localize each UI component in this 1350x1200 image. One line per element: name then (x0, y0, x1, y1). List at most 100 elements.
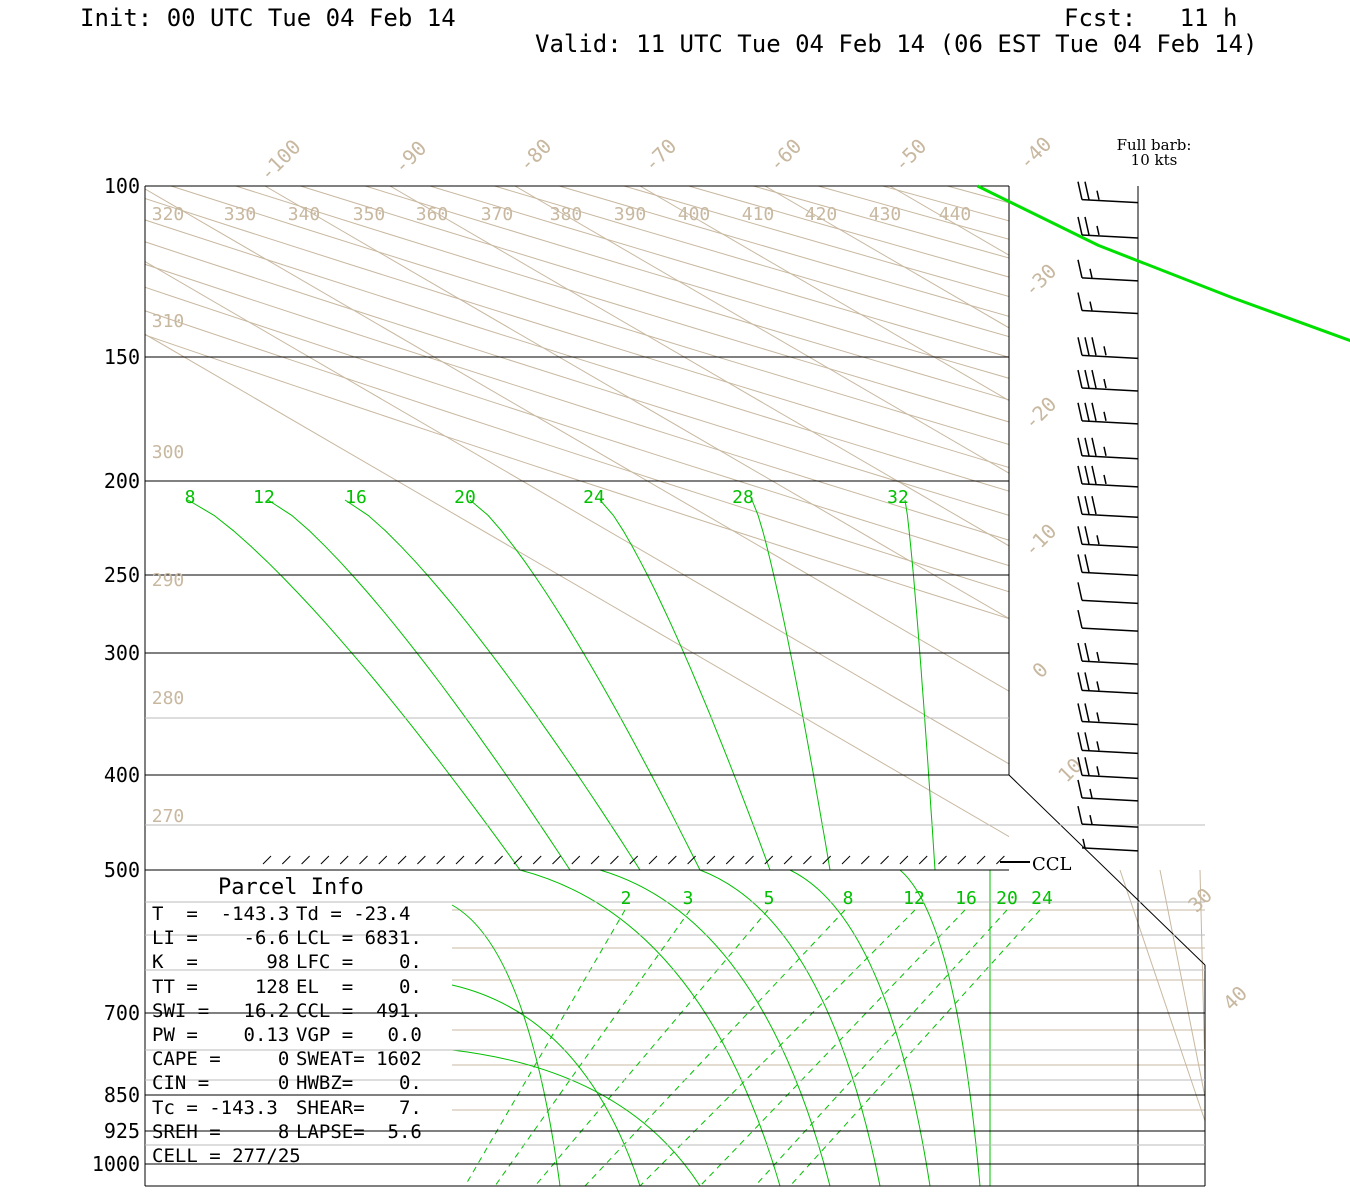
hatch-mark (899, 855, 909, 865)
isotherm-label: -100 (255, 135, 306, 186)
theta-label: 310 (152, 311, 185, 332)
hatch-mark (494, 855, 503, 865)
mixing-ratio-line (789, 909, 1041, 1186)
hatch-mark (513, 855, 523, 865)
barb-shaft (1081, 543, 1139, 549)
dry-adiabat (145, 219, 1009, 492)
hatch-mark (378, 855, 388, 865)
parcel-info-row: Tc = -143.3 SHEAR= 7. (152, 1096, 452, 1120)
isotherm-line-lower (1159, 870, 1205, 1098)
wind-barb (1077, 757, 1139, 780)
dry-adiabat (145, 286, 1009, 567)
mixing-ratio-line (699, 909, 966, 1186)
hatch-mark (629, 855, 639, 865)
pressure-label: 100 (104, 174, 140, 198)
barb-half (1096, 651, 1100, 662)
barb-shaft (1081, 599, 1139, 605)
parcel-info-row: SWI = 16.2 CCL = 491. (152, 999, 452, 1023)
wind-barb (1077, 672, 1139, 695)
hatch-mark (783, 855, 793, 865)
theta-e-label: 28 (732, 487, 754, 508)
barb-full (1091, 437, 1097, 456)
parcel-value-left: Tc = -143.3 (152, 1096, 278, 1119)
parcel-value-right: LCL = 6831. (296, 927, 422, 950)
barb-shaft (1081, 689, 1139, 695)
pressure-label: 850 (104, 1083, 140, 1107)
theta-e-label: 16 (345, 487, 367, 508)
dry-adiabat (145, 197, 1009, 469)
hatch-mark (725, 855, 735, 865)
mixing-ratio-label: 16 (955, 888, 977, 909)
parcel-info-title: Parcel Info (218, 875, 364, 900)
isotherm-label: 30 (1183, 883, 1217, 917)
barb-half (1096, 535, 1100, 545)
barb-full (1084, 369, 1090, 389)
pressure-label: 250 (104, 563, 140, 587)
barb-full (1084, 465, 1090, 485)
barb-legend-line1: Full barb: (1116, 136, 1192, 154)
isotherm-label: -10 (1019, 519, 1062, 562)
barb-full (1084, 554, 1090, 573)
barb-full (1077, 672, 1083, 691)
parcel-value-left: CELL = 277/25 (152, 1144, 301, 1167)
wind-barb (1077, 402, 1139, 425)
theta-e-label: 20 (454, 487, 476, 508)
barb-full (1084, 732, 1090, 751)
dry-adiabat (559, 186, 1009, 317)
hatch-mark (976, 855, 986, 865)
hatch-mark (706, 855, 716, 865)
valid-time: Valid: 11 UTC Tue 04 Feb 14 (06 EST Tue … (535, 30, 1258, 58)
barb-full (1077, 402, 1083, 421)
dry-adiabat (947, 186, 1009, 204)
dry-adiabat (365, 186, 1009, 379)
dry-adiabat (145, 310, 1009, 593)
barb-half (1096, 766, 1100, 776)
barb-shaft (1081, 660, 1139, 665)
barb-shaft (1081, 483, 1139, 488)
mixing-ratio-label: 12 (903, 888, 925, 909)
isotherm-line (1140, 186, 1350, 870)
barb-full (1077, 496, 1083, 515)
barb-shaft (1081, 277, 1139, 282)
wind-barb (1077, 732, 1139, 755)
barb-half (1103, 378, 1107, 389)
pressure-label: 300 (104, 641, 140, 665)
parcel-value-right: CCL = 491. (296, 999, 422, 1022)
pressure-label: 400 (104, 763, 140, 787)
pressure-label: 150 (104, 345, 140, 369)
mixing-ratio-line (754, 909, 1008, 1186)
wind-barb (1081, 838, 1139, 852)
init-time: Init: 00 UTC Tue 04 Feb 14 (80, 4, 456, 32)
barb-full (1091, 496, 1097, 515)
barb-shaft (1081, 749, 1139, 755)
theta-label: 380 (550, 204, 583, 225)
moist-adiabat-lower (519, 870, 781, 1186)
wind-barb (1077, 805, 1139, 828)
hatch-mark (938, 855, 947, 865)
theta-label: 370 (481, 204, 514, 225)
hatch-mark (339, 855, 349, 865)
barb-half (1082, 838, 1086, 849)
barb-full (1077, 805, 1083, 825)
hatch-mark (281, 855, 291, 865)
wind-barb (1077, 437, 1139, 460)
moist-adiabat-lower (789, 870, 931, 1186)
barb-full (1084, 437, 1090, 456)
wind-barbs (1077, 181, 1139, 852)
isotherm-label: -20 (1019, 392, 1062, 435)
moist-adiabat-lower (599, 870, 831, 1186)
isotherm-line (145, 333, 1009, 838)
theta-label: 440 (939, 204, 972, 225)
barb-full (1077, 437, 1083, 456)
moist-adiabat-lower (899, 870, 981, 1186)
barb-full (1077, 526, 1083, 545)
hatch-mark (745, 855, 754, 865)
barb-full (1091, 369, 1097, 389)
pressure-label: 200 (104, 469, 140, 493)
barb-full (1077, 292, 1083, 311)
dry-adiabat (235, 186, 1009, 423)
parcel-value-right: SWEAT= 1602 (296, 1048, 422, 1071)
dry-adiabat (623, 186, 1009, 298)
